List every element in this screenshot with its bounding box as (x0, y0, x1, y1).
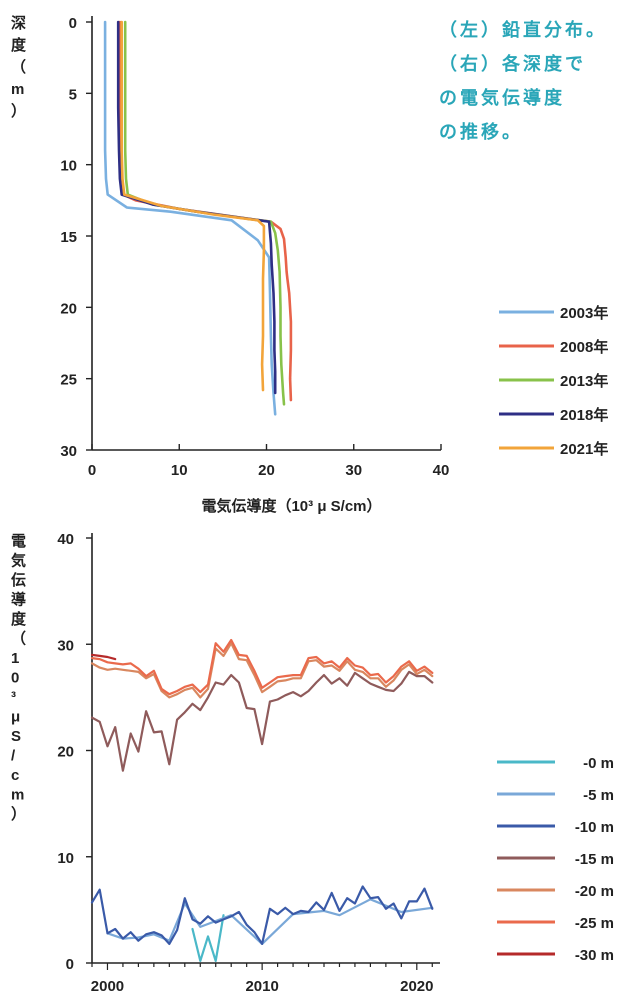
profile-y-tick-label: 30 (60, 443, 77, 460)
timeseries-legend-label-6: -30 m (575, 947, 614, 964)
caption-line-2: （右）各深度で (439, 54, 586, 75)
profile-legend-label-4: 2021年 (560, 440, 608, 458)
timeseries-x-tick-label: 2010 (245, 978, 278, 995)
timeseries-series-line-0 (191, 914, 225, 962)
timeseries-legend-label-1: -5 m (583, 787, 614, 804)
timeseries-legend-label-0: -0 m (583, 755, 614, 772)
profile-y-tick-label: 10 (60, 158, 77, 175)
timeseries-legend-label-2: -10 m (575, 819, 614, 836)
profile-x-tick-label: 0 (88, 462, 96, 479)
profile-legend-label-0: 2003年 (560, 304, 608, 322)
profile-series-line-4 (120, 20, 266, 392)
profile-y-axis-title: 深度（ m） (11, 14, 27, 120)
timeseries-legend-label-4: -20 m (575, 883, 614, 900)
timeseries-y-tick-label: 30 (57, 637, 74, 654)
profile-x-tick-label: 20 (258, 462, 275, 479)
profile-series-line-1 (118, 20, 293, 402)
timeseries-series-line-2 (90, 885, 434, 945)
timeseries-y-tick-label: 40 (57, 531, 74, 548)
caption: （左）鉛直分布。 （右）各深度で の電気伝導度 の推移。 (439, 14, 619, 150)
timeseries-series-line-4 (90, 642, 434, 699)
profile-series-line-0 (103, 20, 277, 416)
profile-y-tick-label: 20 (60, 300, 77, 317)
profile-x-tick-label: 30 (345, 462, 362, 479)
timeseries-legend-label-5: -25 m (575, 915, 614, 932)
profile-y-tick-label: 5 (69, 86, 77, 103)
timeseries-y-axis-title: 電気伝導度（ 1 0 ³ μ S / c m） (11, 533, 27, 823)
timeseries-y-tick-label: 10 (57, 850, 74, 867)
profile-legend-label-1: 2008年 (560, 338, 608, 356)
profile-x-tick-label: 40 (433, 462, 450, 479)
timeseries-series-line-6 (90, 653, 117, 661)
profile-legend-label-3: 2018年 (560, 406, 608, 424)
profile-y-tick-label: 25 (60, 372, 77, 389)
profile-x-axis-title: 電気伝導度（10³ μ S/cm） (201, 497, 381, 515)
timeseries-y-tick-label: 0 (66, 956, 74, 973)
timeseries-x-tick-label: 2020 (400, 978, 433, 995)
profile-legend-label-2: 2013年 (560, 372, 608, 390)
timeseries-y-tick-label: 20 (57, 744, 74, 761)
profile-series-line-3 (116, 20, 277, 395)
timeseries-series-line-5 (90, 638, 434, 696)
profile-x-tick-label: 10 (171, 462, 188, 479)
caption-line-4: の推移。 (439, 122, 523, 143)
profile-chart: 0 5 10 15 20 25 30 0 10 20 30 40 電気伝導度（10³ μ S/cm） 深度… (11, 14, 608, 515)
timeseries-chart: 0 10 20 30 40 2000 2010 2020 電気伝導度（ 1 0 ³ μ S / c m ） -0 m… (11, 531, 614, 995)
profile-y-tick-label: 0 (69, 15, 77, 32)
timeseries-series-line-3 (90, 670, 434, 772)
caption-line-1: （左）鉛直分布。 (439, 20, 607, 41)
profile-y-tick-label: 15 (60, 229, 77, 246)
timeseries-legend-label-3: -15 m (575, 851, 614, 868)
caption-line-3: の電気伝導度 (439, 88, 565, 109)
timeseries-x-tick-label: 2000 (91, 978, 124, 995)
